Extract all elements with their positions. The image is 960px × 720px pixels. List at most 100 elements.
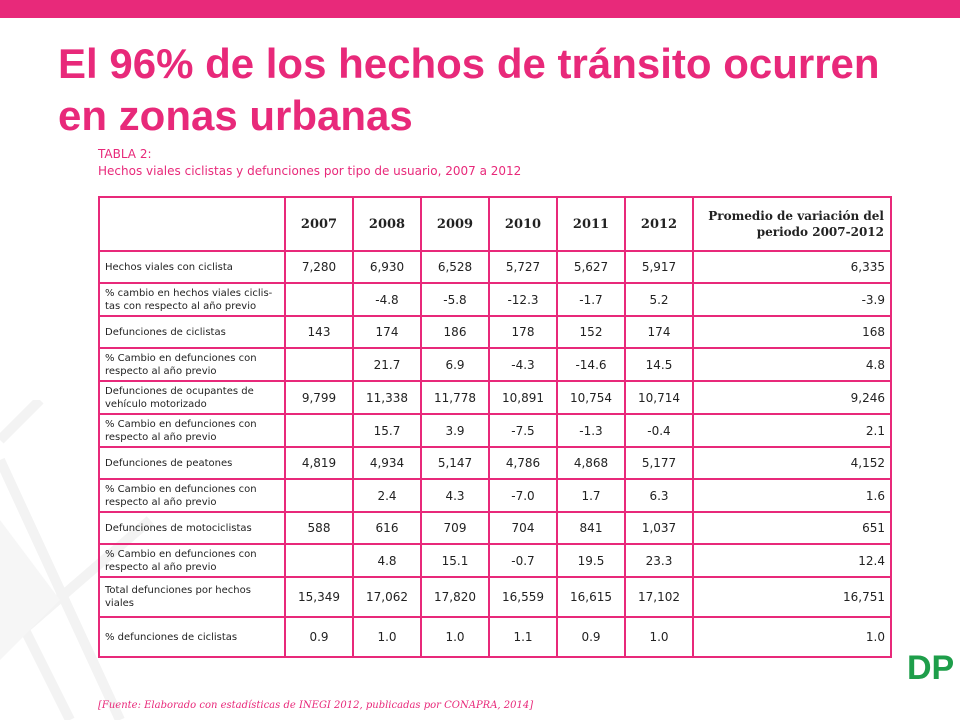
table-cell: 17,820 [420, 576, 490, 618]
table-cell: -12.3 [488, 282, 558, 317]
table-cell: 7,280 [284, 250, 354, 284]
source-note: [Fuente: Elaborado con estadísticas de I… [98, 700, 534, 711]
table-cell: 2.4 [352, 478, 422, 513]
table-cell: 178 [488, 315, 558, 349]
header-corner-cell [98, 196, 286, 252]
header-year: 2008 [352, 196, 422, 252]
table-row: Hechos viales con ciclista 7,280 6,930 6… [98, 250, 892, 284]
table-cell: -7.0 [488, 478, 558, 513]
row-label: Defunciones de peatones [98, 446, 286, 480]
table-row: % Cambio en defunciones con respecto al … [98, 478, 892, 513]
table-cell: -0.4 [624, 413, 694, 448]
table-row: % Cambio en defunciones con respecto al … [98, 347, 892, 382]
table-cell: -1.3 [556, 413, 626, 448]
average-cell: 4,152 [692, 446, 892, 480]
average-cell: 16,751 [692, 576, 892, 618]
top-accent-bar [0, 0, 960, 18]
table-row: Defunciones de ocupantes de vehículo mot… [98, 380, 892, 415]
table-cell: 4,786 [488, 446, 558, 480]
table-row: Defunciones de ciclistas 143 174 186 178… [98, 315, 892, 349]
table-cell: -4.8 [352, 282, 422, 317]
table-cell: -1.7 [556, 282, 626, 317]
statistics-table: 2007 2008 2009 2010 2011 2012 Promedio d… [98, 196, 892, 658]
slide-title: El 96% de los hechos de tránsito ocurren… [58, 40, 880, 139]
table-row: % Cambio en defunciones con respecto al … [98, 543, 892, 578]
table-cell: -4.3 [488, 347, 558, 382]
table-cell: 15.1 [420, 543, 490, 578]
table-cell: 1.0 [352, 616, 422, 658]
table-cell: 4,868 [556, 446, 626, 480]
logo-fragment: DP [907, 649, 955, 687]
header-average: Promedio de variación del periodo 2007-2… [692, 196, 892, 252]
table-cell: 6.9 [420, 347, 490, 382]
table-cell: 5.2 [624, 282, 694, 317]
table-cell: 5,177 [624, 446, 694, 480]
table-caption-label: TABLA 2: [98, 147, 152, 161]
table-cell: 174 [624, 315, 694, 349]
row-label: % Cambio en defunciones con respecto al … [98, 413, 286, 448]
table-cell: 23.3 [624, 543, 694, 578]
table-cell: 15.7 [352, 413, 422, 448]
header-year: 2007 [284, 196, 354, 252]
table-cell: 9,799 [284, 380, 354, 415]
table-cell: 10,891 [488, 380, 558, 415]
table-cell: 11,338 [352, 380, 422, 415]
table-header-row: 2007 2008 2009 2010 2011 2012 Promedio d… [98, 196, 892, 252]
table-cell: 14.5 [624, 347, 694, 382]
table-cell: 1.0 [624, 616, 694, 658]
table-row: Defunciones de peatones 4,819 4,934 5,14… [98, 446, 892, 480]
table-cell [284, 282, 354, 317]
table-cell: 1,037 [624, 511, 694, 545]
table-cell: 15,349 [284, 576, 354, 618]
table-cell [284, 347, 354, 382]
table-cell: 186 [420, 315, 490, 349]
table-cell: 19.5 [556, 543, 626, 578]
average-cell: 651 [692, 511, 892, 545]
table-cell: 5,917 [624, 250, 694, 284]
table-cell: 174 [352, 315, 422, 349]
average-cell: 1.0 [692, 616, 892, 658]
header-year: 2011 [556, 196, 626, 252]
table-cell: 4,934 [352, 446, 422, 480]
table-cell [284, 543, 354, 578]
row-label: Defunciones de ocupantes de vehículo mot… [98, 380, 286, 415]
average-cell: 4.8 [692, 347, 892, 382]
table-cell: 3.9 [420, 413, 490, 448]
table-caption-description: Hechos viales ciclistas y defunciones po… [98, 164, 522, 178]
table-cell: 841 [556, 511, 626, 545]
table-row: % Cambio en defunciones con respecto al … [98, 413, 892, 448]
table-row: % cambio en hechos viales ciclis-tas con… [98, 282, 892, 317]
average-cell: 1.6 [692, 478, 892, 513]
table-cell [284, 413, 354, 448]
table-cell: -14.6 [556, 347, 626, 382]
table-cell: -5.8 [420, 282, 490, 317]
table-row: Defunciones de motociclistas 588 616 709… [98, 511, 892, 545]
table-cell: 709 [420, 511, 490, 545]
table-cell: 152 [556, 315, 626, 349]
table-cell: 588 [284, 511, 354, 545]
header-year: 2012 [624, 196, 694, 252]
table-cell: 4,819 [284, 446, 354, 480]
table-cell: 17,062 [352, 576, 422, 618]
row-label: % Cambio en defunciones con respecto al … [98, 478, 286, 513]
table-cell: 10,714 [624, 380, 694, 415]
average-cell: 12.4 [692, 543, 892, 578]
table-cell: -0.7 [488, 543, 558, 578]
average-cell: 2.1 [692, 413, 892, 448]
table-cell: 10,754 [556, 380, 626, 415]
table-cell: 143 [284, 315, 354, 349]
row-label: Hechos viales con ciclista [98, 250, 286, 284]
header-year: 2010 [488, 196, 558, 252]
table-cell: 16,615 [556, 576, 626, 618]
table-cell: 0.9 [556, 616, 626, 658]
table-cell: 16,559 [488, 576, 558, 618]
table-cell: 6,930 [352, 250, 422, 284]
table-caption: TABLA 2: Hechos viales ciclistas y defun… [98, 146, 521, 180]
row-label: Defunciones de ciclistas [98, 315, 286, 349]
table-cell: 5,147 [420, 446, 490, 480]
table-cell: 6,528 [420, 250, 490, 284]
table-cell: 0.9 [284, 616, 354, 658]
row-label: % Cambio en defunciones con respecto al … [98, 347, 286, 382]
row-label: Total defunciones por hechos viales [98, 576, 286, 618]
table-cell: 704 [488, 511, 558, 545]
